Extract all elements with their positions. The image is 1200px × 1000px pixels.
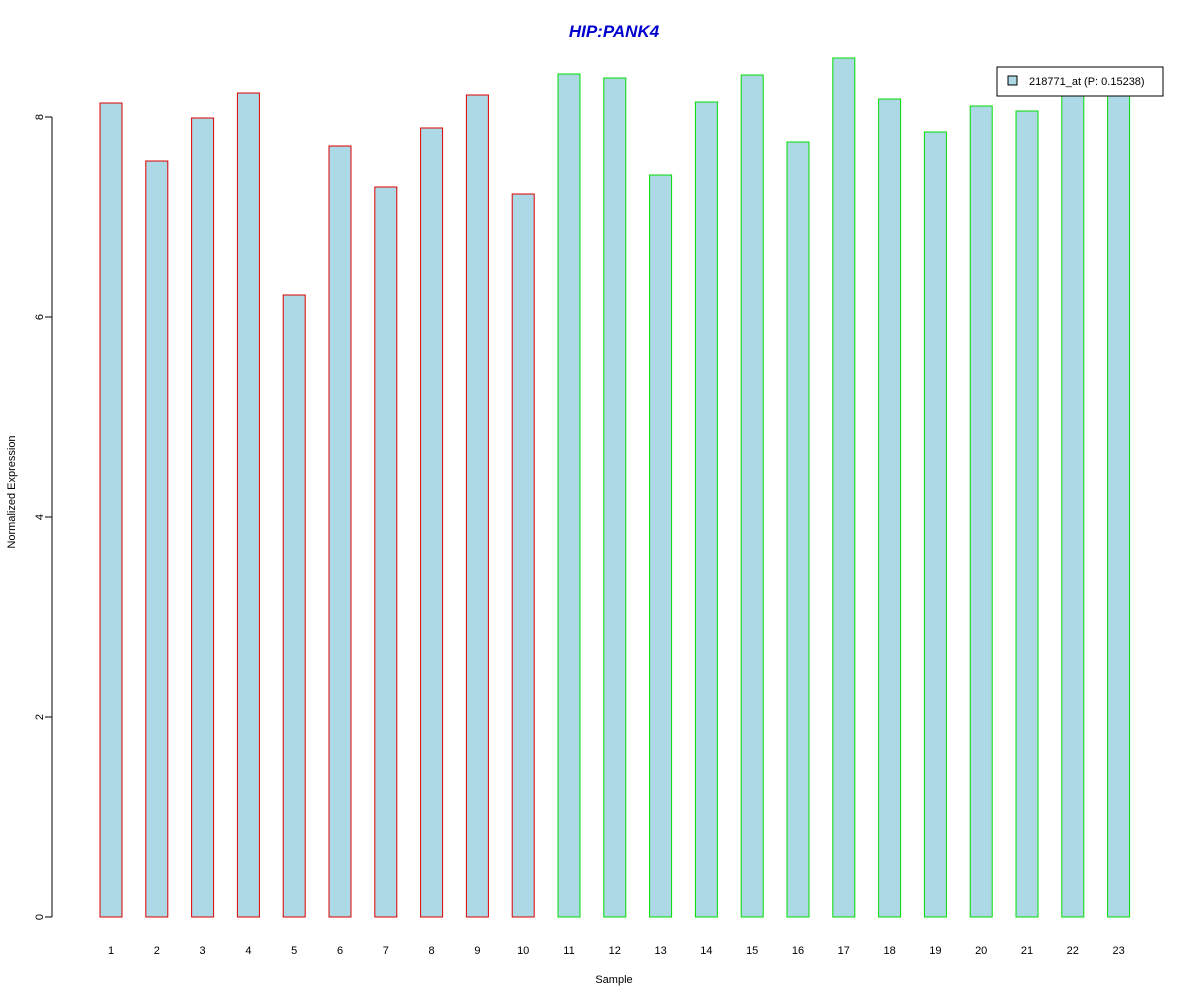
x-tick-label: 4 [245, 945, 251, 957]
x-tick-label: 11 [563, 945, 574, 957]
y-axis: 0 2 4 6 8 [34, 114, 53, 920]
y-tick-label: 0 [34, 914, 46, 920]
x-tick-label: 2 [154, 945, 160, 957]
x-tick-label: 15 [746, 945, 758, 957]
y-tick-label: 4 [34, 514, 46, 520]
bar-sample-23 [1107, 89, 1131, 918]
bars [99, 57, 1131, 918]
x-tick-label: 3 [200, 945, 206, 957]
bar-sample-17 [832, 57, 856, 918]
bar-sample-20 [969, 105, 993, 918]
bar-sample-22 [1061, 90, 1085, 918]
bar-sample-9 [465, 94, 489, 918]
x-tick-label: 17 [838, 945, 850, 957]
x-tick-label: 21 [1021, 945, 1033, 957]
y-tick-label: 2 [34, 714, 46, 720]
legend: 218771_at (P: 0.15238) [996, 66, 1164, 97]
bar-sample-7 [374, 186, 398, 918]
bar-sample-2 [145, 160, 169, 918]
x-tick-label: 9 [474, 945, 480, 957]
bar-sample-15 [740, 74, 764, 918]
legend-swatch [1007, 75, 1018, 86]
bar-sample-11 [557, 73, 581, 918]
x-tick-label: 20 [975, 945, 987, 957]
x-tick-label: 1 [108, 945, 114, 957]
bar-sample-19 [923, 131, 947, 918]
bar-sample-1 [99, 102, 123, 918]
legend-label: 218771_at (P: 0.15238) [1029, 76, 1145, 88]
bar-sample-21 [1015, 110, 1039, 918]
x-axis-label: Sample [595, 974, 632, 986]
legend-box [996, 66, 1164, 97]
x-tick-label: 5 [291, 945, 297, 957]
x-tick-label: 19 [929, 945, 941, 957]
x-tick-label: 7 [383, 945, 389, 957]
bar-sample-8 [420, 127, 444, 918]
bar-sample-10 [511, 193, 535, 918]
x-tick-label: 13 [654, 945, 666, 957]
x-tick-label: 6 [337, 945, 343, 957]
chart-title: HIP:PANK4 [569, 22, 660, 41]
x-tick-labels: 1 2 3 4 5 6 7 8 9 10 11 12 13 14 15 16 17 18 19 20 21 22 23 [108, 945, 1125, 957]
bar-sample-6 [328, 145, 352, 918]
bar-sample-5 [282, 294, 306, 918]
x-tick-label: 23 [1112, 945, 1124, 957]
x-tick-label: 8 [429, 945, 435, 957]
bar-sample-4 [236, 92, 260, 918]
y-tick-label: 6 [34, 314, 46, 320]
x-tick-label: 10 [517, 945, 529, 957]
y-tick-label: 8 [34, 114, 46, 120]
bar-sample-3 [191, 117, 215, 918]
bar-sample-12 [603, 77, 627, 918]
bar-sample-14 [694, 101, 718, 918]
bar-sample-16 [786, 141, 810, 918]
x-tick-label: 16 [792, 945, 804, 957]
bar-sample-13 [649, 174, 673, 918]
x-tick-label: 12 [609, 945, 621, 957]
x-tick-label: 14 [700, 945, 712, 957]
x-tick-label: 22 [1067, 945, 1079, 957]
y-axis-label: Normalized Expression [6, 435, 18, 548]
bar-sample-18 [878, 98, 902, 918]
x-tick-label: 18 [883, 945, 895, 957]
